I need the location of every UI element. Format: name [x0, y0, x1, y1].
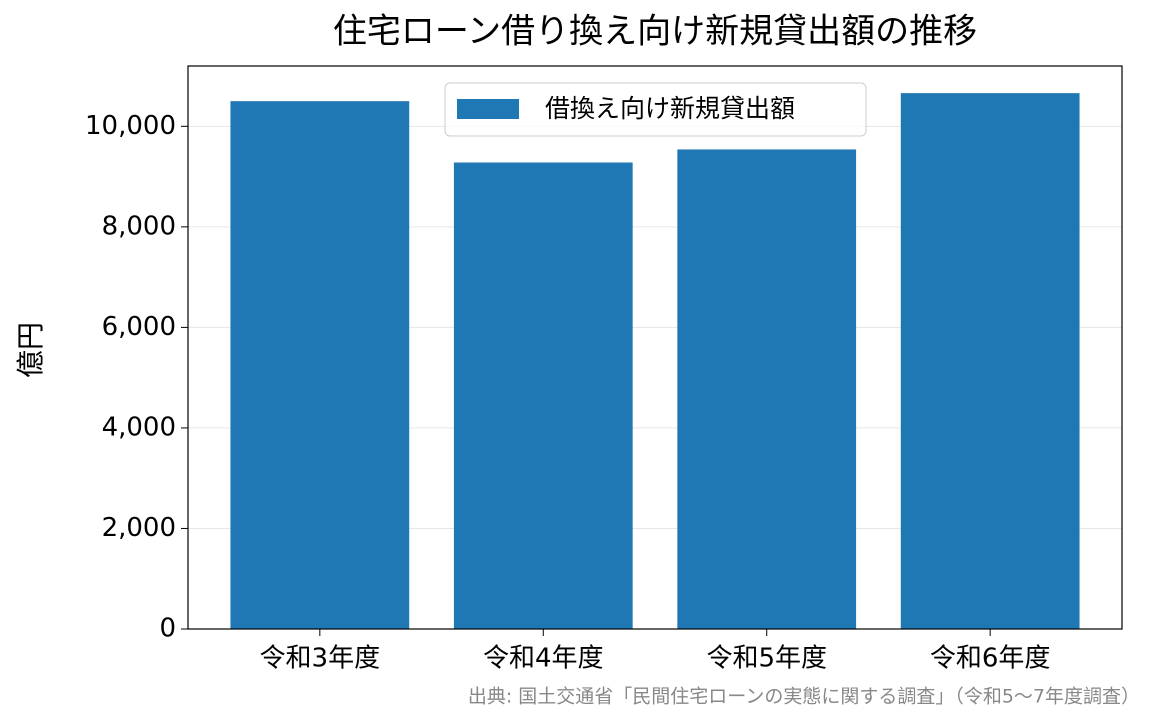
legend-label: 借換え向け新規貸出額 [545, 94, 795, 123]
y-tick-label: 4,000 [102, 412, 176, 442]
x-tick-label: 令和4年度 [483, 644, 604, 674]
legend-box [444, 82, 867, 137]
x-tick-label: 令和6年度 [930, 644, 1051, 674]
y-tick-label: 10,000 [85, 111, 176, 141]
x-tick-label: 令和5年度 [706, 644, 827, 674]
bar [900, 93, 1080, 629]
chart-title: 住宅ローン借り換え向け新規貸出額の推移 [333, 12, 977, 52]
bar [230, 101, 410, 629]
y-tick-label: 0 [159, 614, 176, 644]
bar [453, 162, 633, 629]
y-tick-label: 8,000 [102, 211, 176, 241]
bar [677, 149, 857, 629]
legend-swatch [457, 99, 519, 119]
plot-frame [187, 65, 1123, 630]
y-tick-label: 2,000 [102, 513, 176, 543]
y-tick-label: 6,000 [102, 312, 176, 342]
x-tick-label: 令和3年度 [260, 644, 381, 674]
y-axis-label: 億円 [14, 322, 47, 378]
source-note: 出典: 国土交通省「民間住宅ローンの実態に関する調査」（令和5〜7年度調査） [468, 686, 1140, 708]
